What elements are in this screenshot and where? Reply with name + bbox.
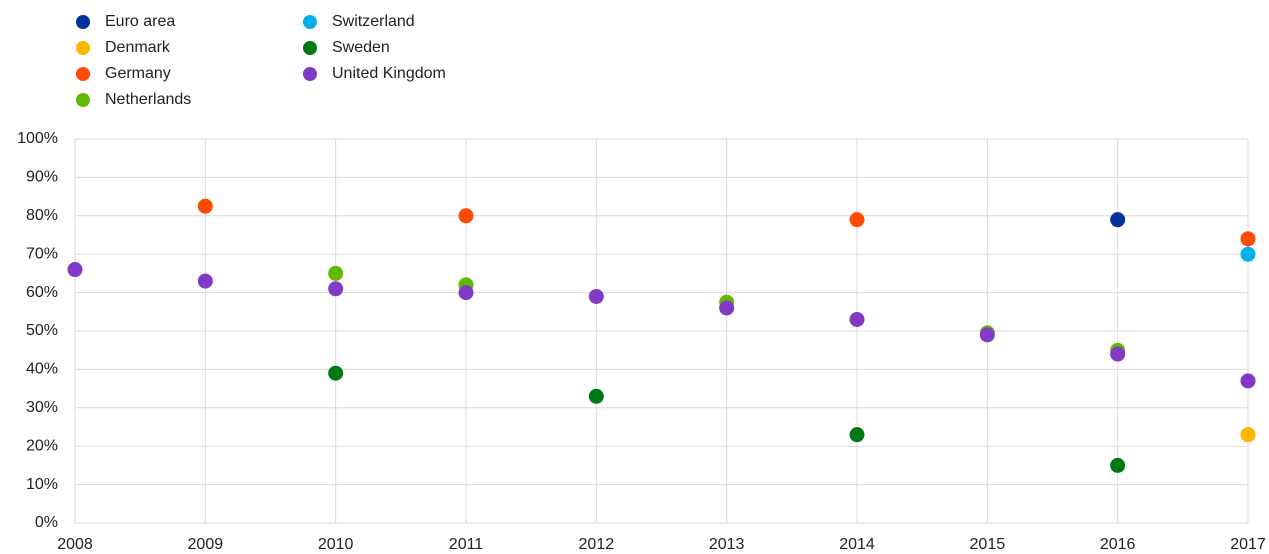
- x-tick-label: 2014: [839, 536, 875, 553]
- y-tick-label: 90%: [26, 169, 58, 186]
- legend-label: Euro area: [105, 13, 175, 30]
- legend-marker: [303, 41, 317, 55]
- data-point: [328, 265, 344, 281]
- legend-marker: [76, 41, 90, 55]
- data-point: [67, 262, 83, 278]
- data-point: [1240, 427, 1256, 443]
- data-point: [719, 300, 735, 316]
- y-tick-label: 50%: [26, 322, 58, 339]
- x-tick-label: 2013: [709, 536, 745, 553]
- data-point: [588, 388, 604, 404]
- legend-label: Germany: [105, 65, 171, 82]
- data-point: [197, 273, 213, 289]
- data-point: [458, 285, 474, 301]
- x-tick-label: 2012: [579, 536, 615, 553]
- x-tick-label: 2008: [57, 536, 93, 553]
- legend-marker: [76, 93, 90, 107]
- data-point: [1240, 231, 1256, 247]
- data-point: [979, 327, 995, 343]
- y-tick-label: 30%: [26, 399, 58, 416]
- x-tick-label: 2010: [318, 536, 354, 553]
- data-point: [328, 281, 344, 297]
- data-point: [849, 212, 865, 228]
- data-point: [1240, 373, 1256, 389]
- x-tick-label: 2011: [449, 536, 484, 553]
- legend-label: Sweden: [332, 39, 390, 56]
- y-tick-label: 20%: [26, 437, 58, 454]
- legend-label: Denmark: [105, 39, 171, 56]
- x-tick-label: 2009: [188, 536, 224, 553]
- data-point: [197, 198, 213, 214]
- y-tick-label: 10%: [26, 476, 58, 493]
- legend-label: Netherlands: [105, 91, 191, 108]
- data-point: [328, 365, 344, 381]
- legend-marker: [76, 15, 90, 29]
- data-point: [588, 288, 604, 304]
- legend-marker: [303, 15, 317, 29]
- y-tick-label: 70%: [26, 245, 58, 262]
- data-point: [849, 311, 865, 327]
- y-tick-label: 80%: [26, 207, 58, 224]
- data-point: [1110, 212, 1126, 228]
- legend-label: United Kingdom: [332, 65, 446, 82]
- data-point: [1110, 346, 1126, 362]
- y-tick-label: 60%: [26, 284, 58, 301]
- data-point: [458, 208, 474, 224]
- legend-marker: [303, 67, 317, 81]
- x-tick-label: 2015: [970, 536, 1006, 553]
- y-tick-label: 100%: [17, 130, 58, 147]
- y-tick-label: 0%: [35, 514, 58, 531]
- data-point: [849, 427, 865, 443]
- x-tick-label: 2016: [1100, 536, 1136, 553]
- data-point: [1240, 246, 1256, 262]
- legend-marker: [76, 67, 90, 81]
- legend-label: Switzerland: [332, 13, 415, 30]
- y-tick-label: 40%: [26, 361, 58, 378]
- data-point: [1110, 457, 1126, 473]
- x-tick-label: 2017: [1230, 536, 1266, 553]
